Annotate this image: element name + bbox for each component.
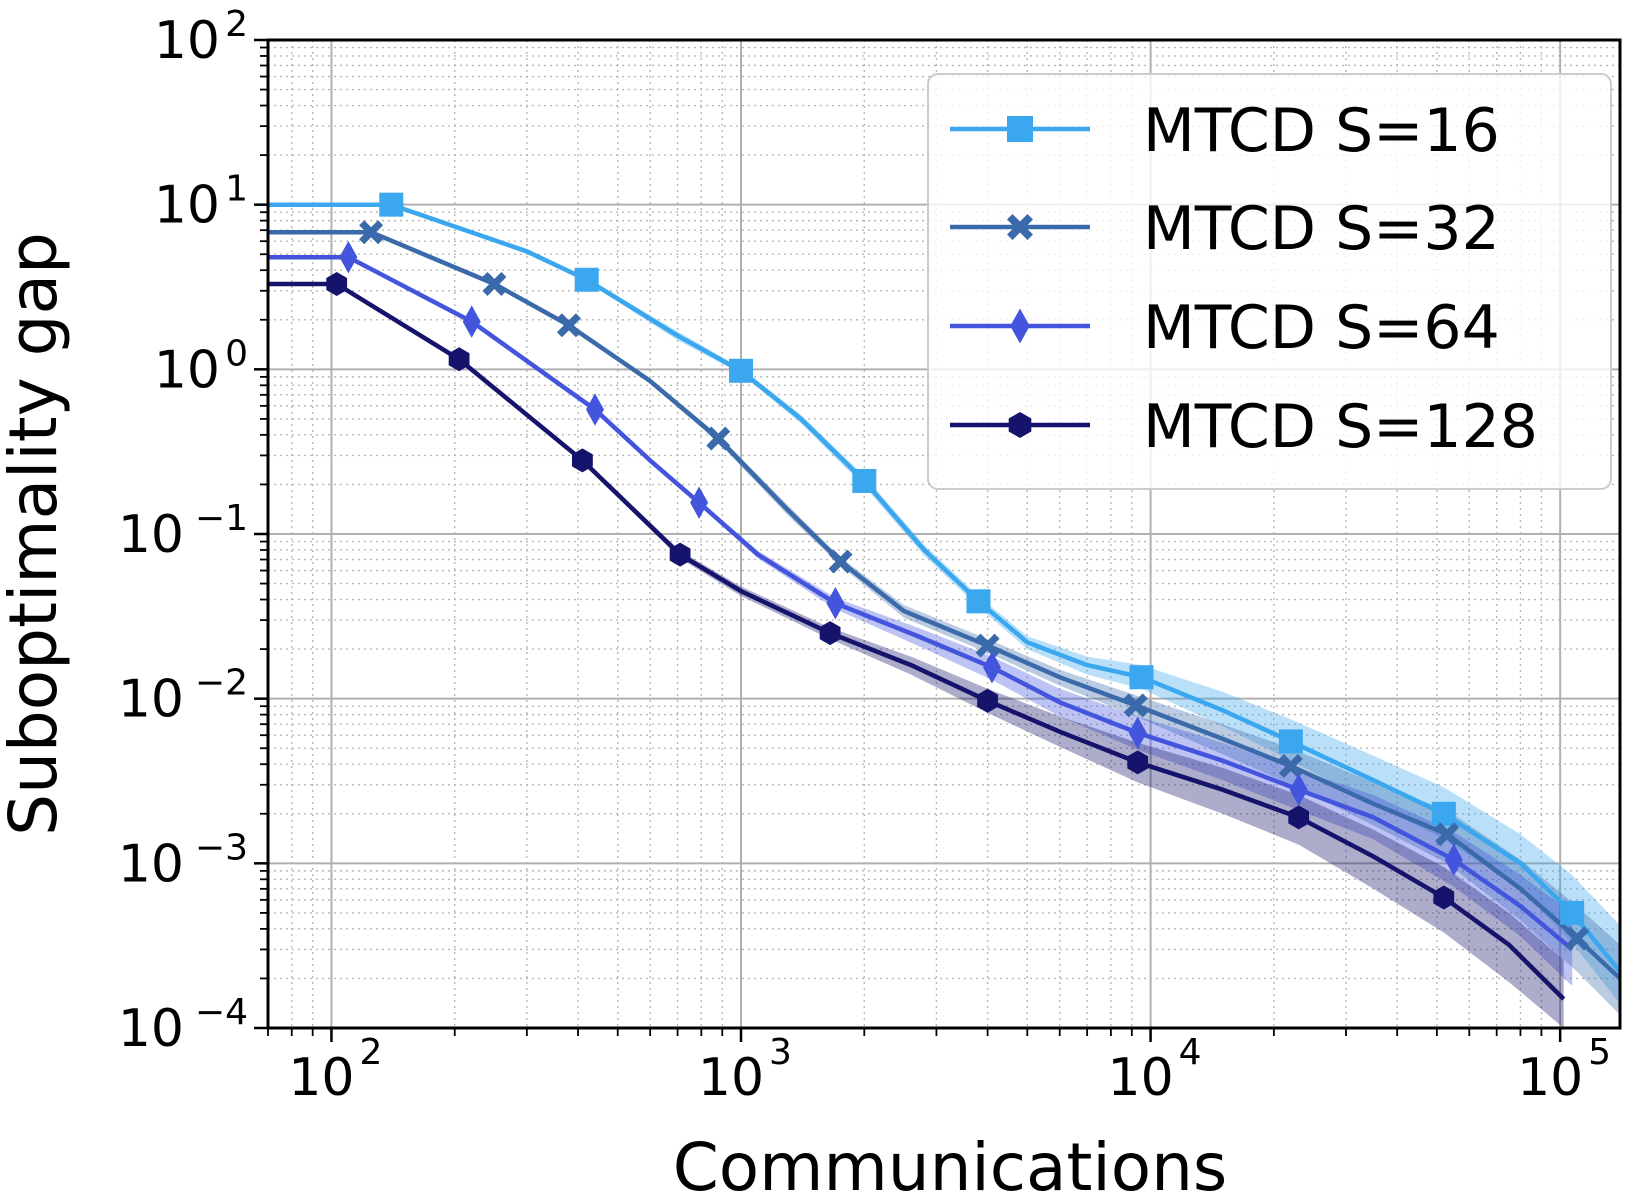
svg-text:−4: −4 <box>195 992 248 1033</box>
x-tick-label: 10 4 <box>1107 1032 1201 1108</box>
legend-frame <box>927 73 1612 490</box>
y-tick-label: 210 <box>154 4 248 71</box>
y-tick-label: −3 10 <box>118 827 248 894</box>
marker-series-4 <box>572 448 593 473</box>
legend-marker-icon <box>1010 308 1030 344</box>
series-markers <box>326 192 1590 951</box>
legend-entry: MTCD S=32 <box>950 194 1500 264</box>
marker-series-4 <box>1127 750 1149 775</box>
svg-text:4: 4 <box>1179 1032 1202 1073</box>
marker-series-1 <box>966 589 991 614</box>
marker-series-3 <box>1128 716 1147 750</box>
svg-text:−1: −1 <box>195 498 248 539</box>
marker-series-1 <box>852 468 877 493</box>
marker-series-3 <box>1444 843 1463 877</box>
x-tick-label: 10 3 <box>698 1032 792 1108</box>
marker-series-2 <box>1565 926 1590 951</box>
svg-text:10: 10 <box>154 340 220 400</box>
marker-series-2 <box>1435 822 1460 847</box>
svg-text:10: 10 <box>698 1048 764 1108</box>
marker-series-3 <box>585 393 604 426</box>
marker-series-2 <box>706 426 731 451</box>
marker-series-1 <box>1431 801 1456 826</box>
marker-series-2 <box>828 549 853 574</box>
marker-series-4 <box>1288 805 1310 830</box>
marker-series-2 <box>975 633 1000 658</box>
marker-series-3 <box>982 651 1001 684</box>
svg-text:2: 2 <box>225 4 248 45</box>
legend-label: MTCD S=16 <box>1143 96 1500 166</box>
marker-series-2 <box>556 313 581 338</box>
legend-label: MTCD S=128 <box>1143 392 1538 462</box>
marker-series-2 <box>1123 693 1148 718</box>
legend-marker-icon <box>1007 214 1033 240</box>
x-tick-labels: 10 2 10 3 10 4 10 5 <box>288 1032 1611 1108</box>
axis-ticks <box>254 38 1562 1042</box>
marker-series-1 <box>574 267 599 292</box>
marker-series-4 <box>977 688 998 713</box>
y-tick-label: 110 <box>154 169 248 236</box>
legend: MTCD S=16 MTCD S=32 MTCD S=64 MTCD S=128 <box>927 73 1612 490</box>
svg-text:10: 10 <box>118 999 184 1059</box>
marker-series-3 <box>826 586 845 620</box>
y-tick-label: −1 10 <box>118 498 248 565</box>
svg-text:−2: −2 <box>195 663 248 704</box>
marker-series-2 <box>482 272 507 296</box>
marker-series-4 <box>669 542 691 567</box>
legend-entry: MTCD S=16 <box>950 96 1500 166</box>
svg-text:10: 10 <box>118 505 184 565</box>
svg-text:10: 10 <box>154 11 220 71</box>
marker-series-3 <box>462 305 481 338</box>
svg-text:10: 10 <box>154 176 220 236</box>
marker-series-1 <box>379 192 404 217</box>
marker-series-4 <box>819 621 841 646</box>
x-tick-label: 10 5 <box>1517 1032 1611 1108</box>
legend-marker-icon <box>1008 412 1032 438</box>
x-tick-label: 10 2 <box>288 1032 382 1108</box>
y-axis-label: Suboptimality gap <box>0 232 72 836</box>
svg-text:−3: −3 <box>195 827 248 868</box>
legend-label: MTCD S=64 <box>1143 293 1500 363</box>
marker-series-3 <box>690 486 709 519</box>
x-axis-label: Communications <box>673 1129 1228 1198</box>
marker-series-3 <box>1289 773 1308 806</box>
marker-series-2 <box>359 220 384 245</box>
marker-series-4 <box>326 272 348 296</box>
svg-text:10: 10 <box>288 1048 354 1108</box>
svg-text:5: 5 <box>1588 1032 1611 1073</box>
line-series-3 <box>268 254 1574 952</box>
marker-series-4 <box>1433 885 1455 910</box>
marker-series-2 <box>1278 754 1303 778</box>
legend-marker-icon <box>1007 116 1033 142</box>
band-series-2 <box>268 232 1620 1015</box>
svg-text:3: 3 <box>769 1032 792 1073</box>
y-tick-label: −4 10 <box>118 992 248 1059</box>
y-tick-label: −2 10 <box>118 663 248 730</box>
svg-text:2: 2 <box>359 1032 382 1073</box>
y-tick-label: 010 <box>154 333 248 400</box>
legend-label: MTCD S=32 <box>1143 194 1500 264</box>
svg-text:1: 1 <box>225 169 248 210</box>
svg-text:10: 10 <box>118 670 184 730</box>
marker-series-1 <box>729 358 754 383</box>
legend-entry: MTCD S=64 <box>950 293 1500 363</box>
svg-text:10: 10 <box>1107 1048 1173 1108</box>
legend-entry: MTCD S=128 <box>950 392 1538 462</box>
marker-series-1 <box>1129 665 1154 690</box>
svg-text:0: 0 <box>225 333 248 374</box>
svg-text:10: 10 <box>118 834 184 894</box>
marker-series-3 <box>339 240 358 274</box>
marker-series-1 <box>1278 729 1303 754</box>
marker-series-1 <box>1560 900 1585 925</box>
marker-series-4 <box>448 347 470 372</box>
svg-text:10: 10 <box>1517 1048 1583 1108</box>
